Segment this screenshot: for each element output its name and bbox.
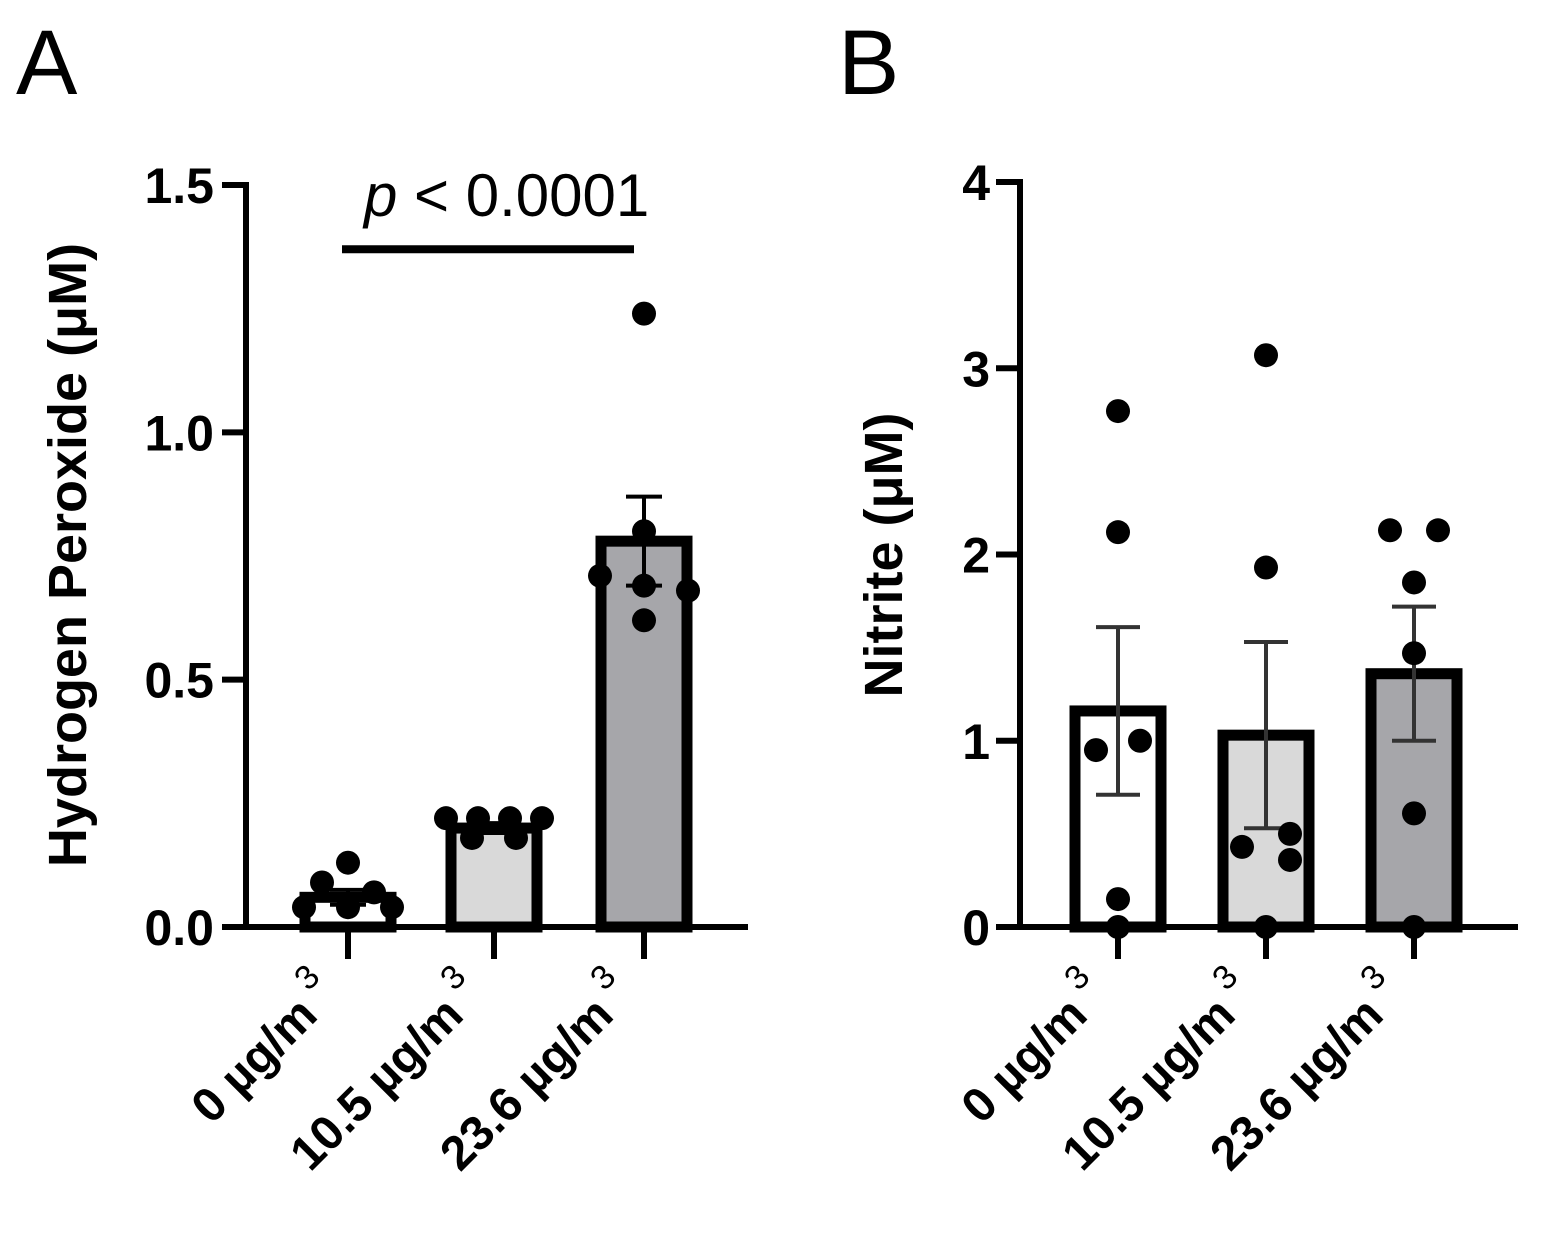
panel-a-y-ticks: 0.0 0.5 1.0 1.5 (144, 158, 246, 956)
panel-b-data-point (1230, 834, 1254, 859)
panel-b-error-bar (1392, 604, 1436, 743)
panel-b-data-point (1402, 801, 1426, 826)
panel-a-data-point (632, 519, 656, 544)
panel-b-y-axis-label: Nitrite (μM) (854, 412, 914, 697)
panel-a-data-point (530, 806, 554, 831)
panel-b-y-ticks: 0 1 2 3 4 (962, 155, 1020, 956)
panel-b-y-tick-label: 1 (962, 714, 990, 770)
panel-a-p-value-label: p < 0.0001 (362, 162, 649, 229)
panel-a-y-tick-label: 1.0 (144, 405, 214, 461)
panel-b-data-point (1402, 641, 1426, 666)
panel-a-p-symbol: p (362, 162, 397, 229)
panel-a-p-value: < 0.0001 (397, 162, 649, 229)
panel-b-data-point (1278, 847, 1302, 872)
panel-a-data-point (498, 806, 522, 831)
panel-a-data-point (380, 895, 404, 920)
panel-b-y-tick-label: 3 (962, 341, 990, 397)
panel-b-data-point (1254, 555, 1278, 580)
panel-a-significance: p < 0.0001 (342, 162, 649, 254)
panel-a-points (292, 301, 700, 920)
panel-a-y-tick-label: 0.0 (144, 900, 214, 956)
panel-b-data-point (1106, 520, 1130, 545)
panel-b-data-point (1106, 399, 1130, 424)
panel-a-data-point (362, 880, 386, 905)
panel-b-data-point (1254, 343, 1278, 368)
panel-a-data-point (434, 806, 458, 831)
panel-b-axes (1017, 179, 1518, 959)
panel-a-data-point (460, 825, 484, 850)
panel-a-data-point (676, 578, 700, 603)
panel-b-error-bars (1096, 604, 1436, 831)
panel-a-bars (299, 535, 693, 933)
panel-a-bar (595, 535, 693, 933)
panel-a-data-point (504, 825, 528, 850)
panel-a-data-point (632, 608, 656, 633)
panel-b-data-point (1128, 728, 1152, 753)
panel-a-data-point (466, 806, 490, 831)
panel-a-label: A (16, 12, 78, 114)
panel-a-data-point (292, 895, 316, 920)
panel-a-data-point (336, 850, 360, 875)
panel-b-data-point (1278, 821, 1302, 846)
panel-a-y-tick-label: 0.5 (144, 653, 214, 709)
panel-b-label: B (838, 12, 899, 114)
panel-a-category-value: 0 µg/m (182, 988, 328, 1134)
panel-b-y-tick-label: 0 (962, 900, 990, 956)
panel-b-data-point (1378, 518, 1402, 543)
panel-b-y-tick-label: 2 (962, 528, 990, 584)
panel-b-data-point (1402, 570, 1426, 595)
panel-b-data-point (1426, 518, 1450, 543)
panel-b-category-value: 0 µg/m (952, 988, 1098, 1134)
panel-a-chart: A Hydrogen Peroxide (μM) 0.0 0.5 1.0 1.5 0 … (16, 12, 748, 1181)
panel-a-data-point (310, 870, 334, 895)
panel-b-points (1084, 343, 1450, 939)
panel-a-data-point (336, 895, 360, 920)
panel-a-data-point (588, 563, 612, 588)
panel-b-error-bar (1096, 625, 1140, 797)
panel-b-data-point (1084, 738, 1108, 763)
panel-b-y-tick-label: 4 (962, 155, 990, 211)
panel-a-y-axis-label: Hydrogen Peroxide (μM) (38, 243, 98, 867)
panel-b-data-point (1106, 887, 1130, 912)
panel-a-data-point (632, 573, 656, 598)
panel-a-axes (243, 182, 748, 959)
panel-a-data-point (632, 301, 656, 326)
panel-a-y-tick-label: 1.5 (144, 158, 214, 214)
